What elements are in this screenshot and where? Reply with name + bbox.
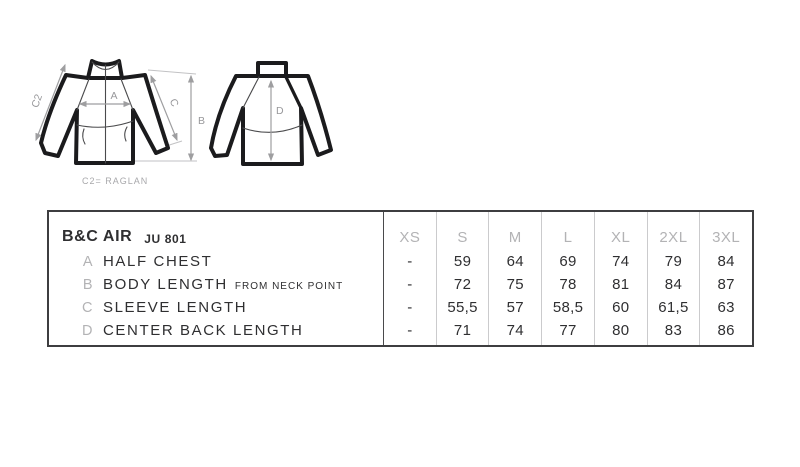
table-cell: 81 bbox=[612, 276, 630, 293]
table-cell: 74 bbox=[612, 253, 630, 270]
size-header: L bbox=[563, 229, 573, 246]
jacket-front-body bbox=[39, 73, 170, 165]
back-raglan-seam-left bbox=[242, 76, 260, 109]
table-cell: 84 bbox=[717, 253, 735, 270]
pocket-opening-right bbox=[124, 126, 128, 142]
jacket-back-collar bbox=[256, 61, 288, 78]
size-header: 2XL bbox=[659, 229, 688, 246]
table-cell: 77 bbox=[559, 322, 577, 339]
row-label-text: CENTER BACK LENGTH bbox=[103, 322, 304, 339]
size-header: M bbox=[508, 229, 522, 246]
size-column-l: L 69 78 58,5 77 bbox=[541, 212, 594, 345]
size-header: XL bbox=[611, 229, 631, 246]
measure-arrow-c2 bbox=[35, 63, 66, 142]
table-cell: 63 bbox=[717, 299, 735, 316]
table-cell: 78 bbox=[559, 276, 577, 293]
table-cell: 69 bbox=[559, 253, 577, 270]
size-column-xs: XS - - - - bbox=[383, 212, 436, 345]
row-label-body-length: B BODY LENGTH FROM NECK POINT bbox=[49, 273, 383, 296]
product-model: JU 801 bbox=[144, 232, 187, 246]
label-b: B bbox=[198, 115, 205, 127]
back-raglan-seam-right bbox=[284, 75, 303, 110]
table-cell: 84 bbox=[664, 276, 683, 293]
size-header: XS bbox=[399, 229, 421, 246]
jacket-front-diagram: C2 A C B bbox=[29, 59, 205, 165]
table-cell: 83 bbox=[664, 322, 683, 339]
measure-arrow-c bbox=[150, 74, 178, 142]
table-cell: 64 bbox=[506, 253, 524, 270]
row-letter: D bbox=[82, 323, 93, 339]
table-cell: 87 bbox=[717, 276, 735, 293]
table-cell: - bbox=[407, 253, 413, 270]
row-label-half-chest: A HALF CHEST bbox=[49, 250, 383, 273]
table-cell: 60 bbox=[612, 299, 630, 316]
shoulder-leader-line bbox=[147, 69, 197, 75]
row-label-text: BODY LENGTH bbox=[103, 276, 228, 293]
table-cell: 86 bbox=[717, 322, 735, 339]
table-cell: 79 bbox=[664, 253, 683, 270]
table-cell: 71 bbox=[453, 322, 472, 339]
table-cell: 58,5 bbox=[552, 299, 584, 316]
label-column: B&C AIR JU 801 A HALF CHEST B BODY LENGTH F… bbox=[49, 212, 383, 345]
row-letter: B bbox=[82, 277, 93, 293]
size-column-xl: XL 74 81 60 80 bbox=[593, 212, 647, 345]
row-label-text: SLEEVE LENGTH bbox=[103, 299, 248, 316]
table-title-row: B&C AIR JU 801 bbox=[49, 212, 383, 250]
table-cell: 61,5 bbox=[658, 299, 689, 316]
size-table: B&C AIR JU 801 A HALF CHEST B BODY LENGTH F… bbox=[47, 210, 754, 347]
label-c: C bbox=[167, 97, 181, 109]
table-cell: - bbox=[407, 276, 413, 293]
raglan-caption: C2= RAGLAN bbox=[82, 176, 149, 186]
row-label-text: HALF CHEST bbox=[103, 253, 213, 270]
table-cell: - bbox=[407, 322, 413, 339]
table-cell: 72 bbox=[453, 276, 472, 293]
table-cell: 59 bbox=[453, 253, 472, 270]
table-cell: 55,5 bbox=[447, 299, 478, 316]
row-label-note: FROM NECK POINT bbox=[234, 281, 344, 292]
label-a: A bbox=[110, 90, 117, 102]
label-c2: C2 bbox=[29, 92, 45, 109]
jacket-back-diagram: D bbox=[209, 61, 333, 166]
table-cell: 74 bbox=[506, 322, 524, 339]
label-d: D bbox=[276, 105, 284, 117]
pocket-opening-left bbox=[82, 128, 86, 145]
table-cell: 57 bbox=[506, 299, 524, 316]
table-cell: - bbox=[407, 299, 413, 316]
row-label-center-back-length: D CENTER BACK LENGTH bbox=[49, 319, 383, 342]
product-title: B&C AIR bbox=[62, 228, 133, 245]
row-letter: C bbox=[82, 300, 93, 316]
size-column-2xl: 2XL 79 84 61,5 83 bbox=[646, 212, 700, 345]
table-cell: 75 bbox=[506, 276, 524, 293]
size-column-3xl: 3XL 84 87 63 86 bbox=[699, 212, 752, 345]
size-header: S bbox=[457, 229, 468, 246]
table-cell: 80 bbox=[612, 322, 630, 339]
size-column-m: M 64 75 57 74 bbox=[488, 212, 541, 345]
size-header: 3XL bbox=[712, 229, 741, 246]
row-letter: A bbox=[82, 254, 93, 270]
size-column-s: S 59 72 55,5 71 bbox=[435, 212, 489, 345]
pocket-top-curve bbox=[76, 120, 134, 128]
row-label-sleeve-length: C SLEEVE LENGTH bbox=[49, 296, 383, 319]
